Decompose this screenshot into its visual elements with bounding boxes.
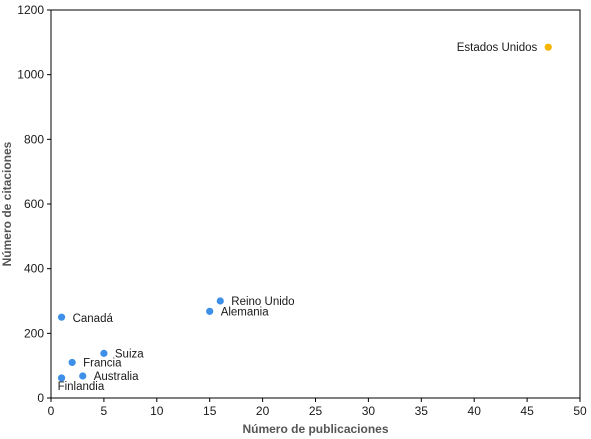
y-tick-label: 200 — [24, 326, 44, 340]
y-tick-label: 1000 — [17, 68, 44, 82]
x-tick-label: 20 — [256, 404, 270, 418]
y-axis-title: Número de citaciones — [0, 141, 14, 266]
data-label: Alemania — [221, 306, 270, 318]
y-tick-label: 800 — [24, 132, 44, 146]
x-tick-label: 40 — [468, 404, 482, 418]
data-point — [100, 349, 108, 357]
x-tick-label: 15 — [203, 404, 217, 418]
data-label: Canadá — [73, 313, 114, 325]
y-tick-label: 0 — [37, 391, 44, 405]
x-tick-label: 50 — [573, 404, 587, 418]
y-tick-label: 400 — [24, 262, 44, 276]
x-tick-label: 5 — [101, 404, 108, 418]
data-point — [57, 313, 66, 321]
data-point — [68, 358, 76, 367]
data-label: Finlandia — [58, 381, 105, 393]
x-tick-label: 35 — [415, 404, 429, 418]
data-point — [544, 43, 552, 51]
y-tick-label: 1200 — [17, 3, 44, 17]
data-label: Estados Unidos — [457, 42, 538, 54]
x-axis-ticks: 0 5 10 15 20 25 30 35 40 45 50 — [48, 398, 587, 418]
data-point — [57, 374, 66, 382]
x-tick-label: 45 — [520, 404, 534, 418]
data-label: Australia — [94, 371, 139, 383]
data-label: Reino Unido — [231, 296, 294, 308]
plot-area — [50, 9, 581, 399]
x-axis-title: Número de publicaciones — [242, 422, 388, 436]
data-point — [216, 297, 224, 305]
x-tick-label: 10 — [150, 404, 164, 418]
data-point — [79, 372, 87, 380]
y-axis-ticks: 0 200 400 600 800 1000 1200 — [17, 3, 51, 405]
x-tick-label: 25 — [309, 404, 323, 418]
data-point — [206, 307, 214, 315]
data-points — [57, 43, 552, 382]
x-tick-label: 0 — [48, 404, 55, 418]
data-label: Francia — [83, 357, 122, 369]
data-label: Suiza — [115, 348, 144, 360]
x-tick-label: 30 — [362, 404, 376, 418]
y-tick-label: 600 — [24, 197, 44, 211]
